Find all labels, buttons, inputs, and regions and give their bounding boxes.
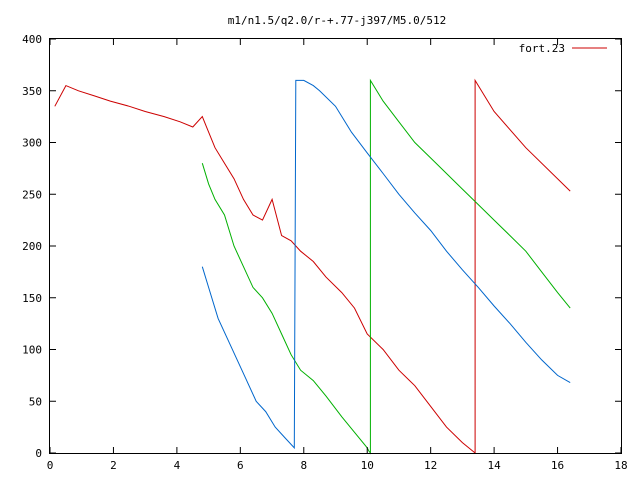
y-tick-label: 250 — [22, 188, 42, 201]
series-layer — [54, 78, 571, 455]
x-tick-label: 2 — [110, 459, 117, 472]
x-tick-label: 6 — [237, 459, 244, 472]
chart-title: m1/n1.5/q2.0/r-+.77-j397/M5.0/512 — [228, 14, 447, 27]
x-tick-label: 14 — [487, 459, 501, 472]
series-line-0 — [54, 78, 571, 455]
x-tick-label: 10 — [361, 459, 374, 472]
y-tick-label: 150 — [22, 292, 42, 305]
series-line-1 — [201, 78, 571, 455]
y-tick-label: 400 — [22, 33, 42, 46]
x-tick-label: 0 — [47, 459, 54, 472]
plot-frame — [49, 38, 622, 454]
y-tick-label: 50 — [29, 395, 42, 408]
x-tick-label: 16 — [551, 459, 564, 472]
ticks-layer: 0 2 4 6 8 10 12 14 16 18 0 50 100 150 200 250 300 350 400 — [22, 33, 628, 472]
x-tick-label: 8 — [300, 459, 307, 472]
y-tick-label: 200 — [22, 240, 42, 253]
y-tick-label: 0 — [35, 447, 42, 460]
legend-label: fort.23 — [519, 42, 565, 55]
legend: fort.23 — [519, 42, 607, 55]
x-tick-label: 18 — [614, 459, 627, 472]
y-tick-label: 350 — [22, 85, 42, 98]
x-tick-label: 12 — [424, 459, 437, 472]
x-tick-label: 4 — [174, 459, 181, 472]
y-tick-label: 300 — [22, 137, 42, 150]
series-line-2 — [201, 79, 571, 450]
y-tick-label: 100 — [22, 344, 42, 357]
